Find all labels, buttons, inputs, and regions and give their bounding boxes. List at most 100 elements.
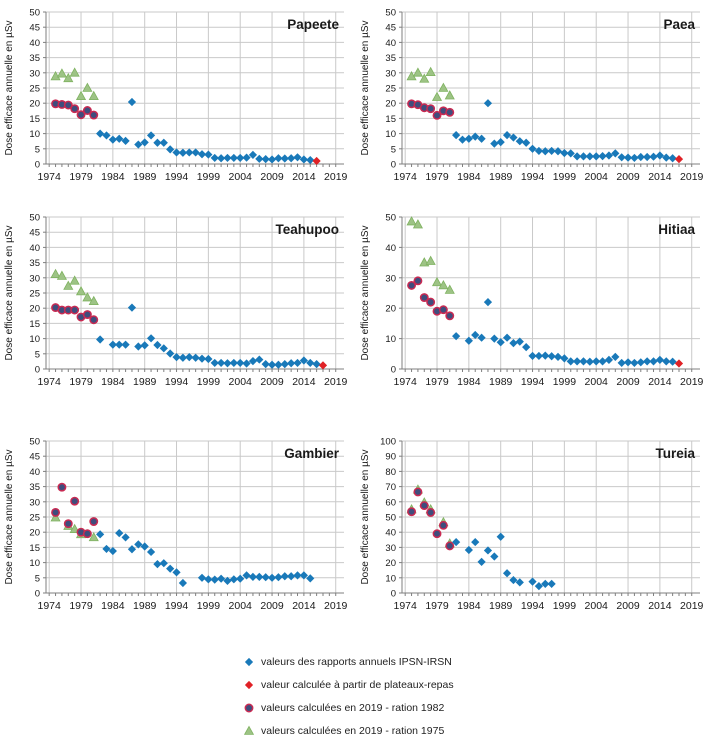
svg-text:90: 90: [385, 452, 396, 463]
svg-text:20: 20: [29, 304, 40, 315]
svg-text:50: 50: [385, 213, 396, 224]
svg-text:100: 100: [380, 437, 396, 448]
svg-text:50: 50: [385, 8, 396, 19]
svg-text:Dose efficace annuelle en µSv: Dose efficace annuelle en µSv: [4, 20, 15, 155]
svg-text:50: 50: [29, 8, 40, 19]
svg-text:2004: 2004: [229, 600, 253, 612]
svg-text:1999: 1999: [197, 171, 221, 183]
red-diamond-icon: [244, 680, 254, 689]
legend-label: valeurs des rapports annuels IPSN-IRSN: [261, 655, 452, 668]
svg-text:2009: 2009: [616, 376, 640, 388]
svg-text:1974: 1974: [38, 376, 62, 388]
svg-text:2004: 2004: [229, 376, 253, 388]
svg-text:Hitiaa: Hitiaa: [658, 222, 695, 237]
svg-text:30: 30: [385, 68, 396, 79]
svg-text:2014: 2014: [648, 376, 672, 388]
blue-diamond-icon: [244, 657, 254, 666]
svg-text:45: 45: [29, 228, 40, 239]
svg-text:40: 40: [29, 243, 40, 254]
svg-text:1989: 1989: [133, 600, 157, 612]
svg-text:45: 45: [29, 452, 40, 463]
svg-text:20: 20: [29, 528, 40, 539]
svg-text:1999: 1999: [553, 600, 577, 612]
svg-text:25: 25: [29, 84, 40, 95]
chart-tureia-svg: 0 10 20 30 40 50 60 70 80 90 100 1974 1979 1984 1989 19…: [360, 437, 704, 613]
svg-text:15: 15: [29, 114, 40, 125]
svg-text:30: 30: [385, 273, 396, 284]
svg-text:40: 40: [385, 528, 396, 539]
svg-text:2004: 2004: [585, 376, 609, 388]
svg-text:2019: 2019: [680, 376, 704, 388]
svg-text:1979: 1979: [69, 171, 93, 183]
svg-text:10: 10: [29, 334, 40, 345]
svg-text:1999: 1999: [553, 376, 577, 388]
svg-text:5: 5: [35, 349, 40, 360]
svg-text:Paea: Paea: [663, 17, 695, 32]
chart-papeete: 0 5 10 15 20 25 30 35 40 45 50 1974 1979 1984 1989 1994…: [0, 2, 352, 194]
svg-text:10: 10: [385, 129, 396, 140]
svg-text:0: 0: [391, 589, 396, 600]
legend-label: valeur calculée à partir de plateaux-rep…: [261, 678, 454, 691]
svg-text:1984: 1984: [101, 600, 125, 612]
purple-circle-icon: [244, 703, 254, 712]
svg-text:1984: 1984: [457, 600, 481, 612]
svg-text:5: 5: [35, 144, 40, 155]
chart-paea: 0 5 10 15 20 25 30 35 40 45 50 1974 1979 1984 1989 1994…: [356, 2, 708, 194]
svg-text:10: 10: [29, 129, 40, 140]
svg-text:35: 35: [29, 482, 40, 493]
svg-text:2019: 2019: [324, 600, 348, 612]
svg-text:15: 15: [29, 319, 40, 330]
svg-text:2019: 2019: [324, 171, 348, 183]
svg-text:1994: 1994: [165, 171, 189, 183]
svg-text:1979: 1979: [425, 376, 449, 388]
svg-text:2014: 2014: [292, 376, 316, 388]
svg-text:2019: 2019: [680, 600, 704, 612]
svg-text:Dose efficace annuelle en µSv: Dose efficace annuelle en µSv: [360, 449, 371, 584]
chart-teahupoo-svg: 0 5 10 15 20 25 30 35 40 45 50 1974 1979 1984 1989 1994…: [4, 213, 348, 389]
svg-text:1974: 1974: [394, 376, 418, 388]
svg-text:50: 50: [29, 213, 40, 224]
svg-text:30: 30: [29, 273, 40, 284]
svg-text:10: 10: [385, 334, 396, 345]
svg-text:1979: 1979: [69, 376, 93, 388]
svg-text:2009: 2009: [260, 171, 284, 183]
svg-text:1989: 1989: [489, 171, 513, 183]
svg-text:80: 80: [385, 467, 396, 478]
svg-text:2009: 2009: [260, 600, 284, 612]
svg-text:40: 40: [385, 243, 396, 254]
svg-text:35: 35: [385, 53, 396, 64]
svg-text:15: 15: [29, 543, 40, 554]
svg-text:20: 20: [385, 99, 396, 110]
svg-text:45: 45: [385, 23, 396, 34]
svg-text:1984: 1984: [101, 376, 125, 388]
legend-item: valeurs calculées en 2019 - ration 1982: [243, 696, 454, 719]
svg-text:20: 20: [385, 304, 396, 315]
legend-label: valeurs calculées en 2019 - ration 1975: [261, 724, 445, 737]
svg-text:Papeete: Papeete: [287, 17, 339, 32]
svg-text:1979: 1979: [425, 600, 449, 612]
svg-text:1999: 1999: [197, 376, 221, 388]
svg-text:60: 60: [385, 497, 396, 508]
green-triangle-icon: [243, 725, 255, 735]
legend-item: valeurs calculées en 2019 - ration 1975: [243, 719, 454, 742]
svg-text:2004: 2004: [229, 171, 253, 183]
legend-label: valeurs calculées en 2019 - ration 1982: [261, 701, 445, 714]
chart-paea-svg: 0 5 10 15 20 25 30 35 40 45 50 1974 1979 1984 1989 1994…: [360, 8, 704, 184]
svg-text:1974: 1974: [394, 600, 418, 612]
svg-text:40: 40: [29, 38, 40, 49]
svg-text:20: 20: [29, 99, 40, 110]
svg-text:2004: 2004: [585, 600, 609, 612]
svg-text:40: 40: [29, 467, 40, 478]
chart-hitiaa: 0 10 20 30 40 50 1974 1979 1984 1989 1994 1999 2004 2…: [356, 207, 708, 399]
svg-text:10: 10: [29, 558, 40, 569]
svg-text:2004: 2004: [585, 171, 609, 183]
svg-text:2009: 2009: [616, 600, 640, 612]
svg-text:1999: 1999: [197, 600, 221, 612]
svg-text:1984: 1984: [101, 171, 125, 183]
chart-papeete-svg: 0 5 10 15 20 25 30 35 40 45 50 1974 1979 1984 1989 1994…: [4, 8, 348, 184]
svg-text:2009: 2009: [260, 376, 284, 388]
svg-text:2014: 2014: [648, 600, 672, 612]
svg-text:1984: 1984: [457, 171, 481, 183]
svg-text:0: 0: [35, 160, 40, 171]
legend-item: valeurs des rapports annuels IPSN-IRSN: [243, 650, 454, 673]
